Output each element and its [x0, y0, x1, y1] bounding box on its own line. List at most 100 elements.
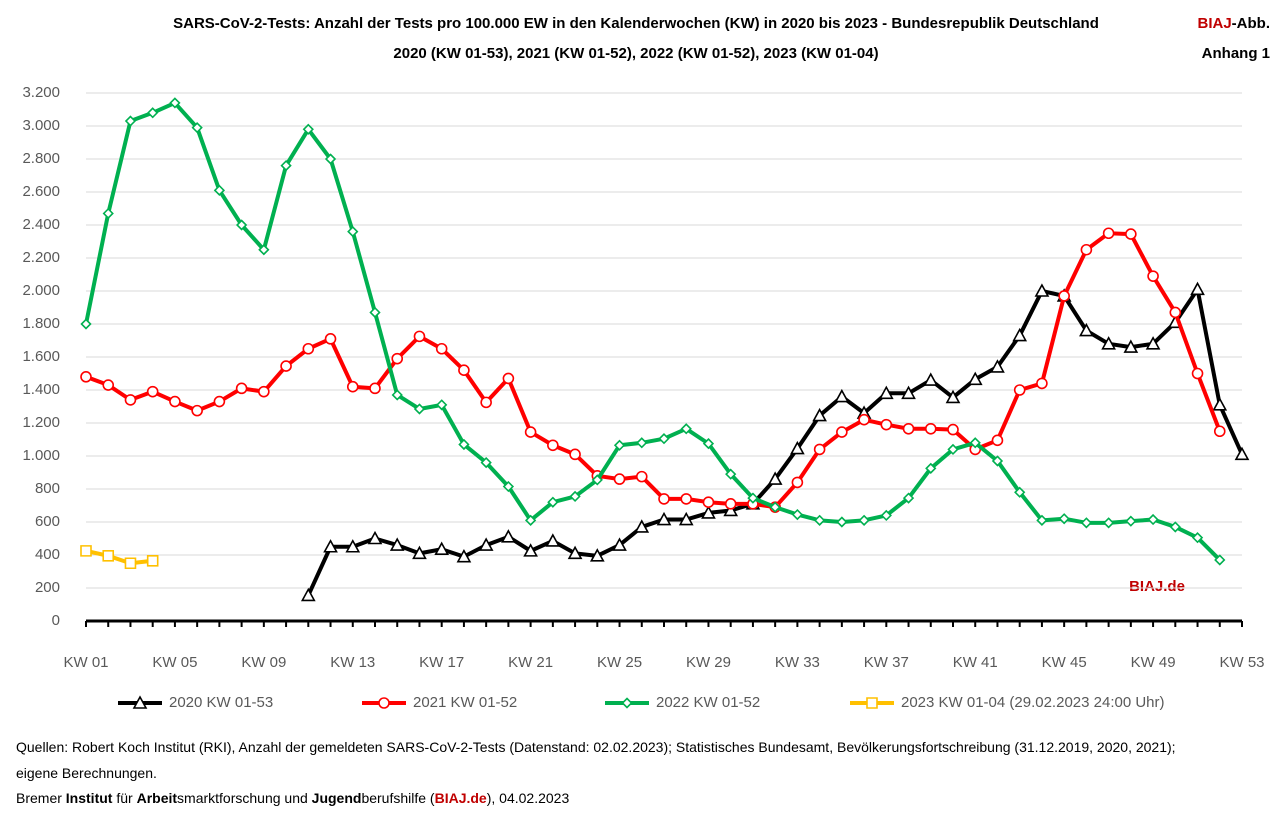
marker: [901, 385, 916, 400]
marker: [524, 514, 537, 526]
marker: [391, 389, 403, 401]
y-tick-label: 3.000: [22, 117, 60, 134]
marker: [702, 437, 715, 450]
marker: [102, 379, 115, 391]
marker: [1123, 339, 1139, 353]
marker: [235, 219, 248, 231]
credit-part: Institut: [65, 790, 113, 806]
y-tick-label: 1.800: [22, 315, 60, 332]
x-tick-label: KW 13: [330, 654, 375, 671]
marker: [391, 352, 404, 365]
marker: [124, 394, 137, 406]
marker: [412, 545, 427, 560]
marker: [836, 426, 848, 438]
chart-subtitle: 2020 (KW 01-53), 2021 (KW 01-52), 2022 (…: [393, 45, 878, 62]
marker: [1169, 306, 1182, 319]
marker: [567, 545, 583, 560]
marker: [678, 511, 694, 526]
x-tick-label: KW 29: [686, 654, 731, 671]
x-tick-label: KW 21: [508, 654, 553, 671]
x-tick-label: KW 49: [1131, 654, 1176, 671]
marker: [413, 330, 426, 343]
marker: [436, 399, 448, 411]
footer-credit: Bremer Institut für Arbeitsmarktforschun…: [16, 790, 569, 806]
y-tick-label: 800: [35, 480, 60, 497]
marker: [80, 318, 92, 330]
marker: [858, 413, 870, 426]
y-tick-label: 400: [35, 546, 60, 563]
marker: [191, 122, 203, 134]
marker: [1080, 243, 1093, 256]
marker: [701, 505, 716, 519]
marker: [834, 388, 850, 403]
legend-label: 2020 KW 01-53: [169, 694, 273, 711]
marker: [1036, 514, 1048, 526]
marker: [1190, 281, 1205, 296]
marker: [235, 382, 248, 395]
marker: [1145, 336, 1161, 350]
marker: [523, 543, 538, 557]
marker: [1058, 513, 1070, 525]
chart: SARS-CoV-2-Tests: Anzahl der Tests pro 1…: [22, 15, 1270, 711]
marker: [812, 407, 827, 422]
marker: [634, 519, 650, 533]
marker: [435, 342, 448, 355]
marker: [1191, 532, 1204, 544]
credit-part: berufshilfe (: [361, 790, 435, 806]
marker: [836, 516, 848, 528]
y-tick-label: 1.000: [22, 447, 60, 464]
credit-part: BIAJ.de: [434, 790, 487, 806]
marker: [1012, 327, 1028, 342]
y-tick-label: 2.200: [22, 249, 60, 266]
marker: [858, 514, 870, 526]
x-tick-label: KW 41: [953, 654, 998, 671]
marker: [478, 537, 494, 551]
marker: [621, 697, 633, 709]
marker: [347, 225, 359, 238]
marker: [367, 530, 383, 545]
marker: [458, 438, 470, 451]
x-tick-label: KW 05: [152, 654, 197, 671]
marker: [258, 385, 270, 398]
marker: [1101, 336, 1116, 350]
marker: [258, 244, 270, 256]
marker: [790, 440, 805, 455]
marker: [947, 423, 959, 436]
marker: [547, 439, 559, 452]
x-tick-label: KW 37: [864, 654, 909, 671]
marker: [724, 498, 737, 510]
marker: [612, 537, 627, 551]
marker: [146, 385, 159, 398]
y-tick-label: 1.600: [22, 348, 60, 365]
marker: [969, 437, 981, 449]
y-tick-label: 3.200: [22, 84, 60, 101]
x-tick-label: KW 33: [775, 654, 820, 671]
marker: [502, 372, 515, 385]
y-tick-label: 2.800: [22, 150, 60, 167]
marker: [658, 493, 670, 505]
marker: [346, 380, 359, 393]
marker: [323, 539, 338, 553]
marker: [1214, 554, 1226, 566]
marker: [702, 496, 715, 509]
marker: [1191, 367, 1204, 380]
legend-label: 2023 KW 01-04 (29.02.2023 24:00 Uhr): [901, 694, 1165, 711]
marker: [501, 529, 516, 543]
marker: [547, 496, 559, 508]
marker: [925, 462, 937, 475]
marker: [813, 514, 826, 526]
marker: [124, 115, 137, 127]
x-tick-label: KW 45: [1042, 654, 1087, 671]
marker: [878, 385, 894, 400]
watermark: BIAJ.de: [1129, 578, 1185, 595]
marker: [1212, 397, 1228, 411]
x-tick-label: KW 01: [63, 654, 108, 671]
corner-sublabel: Anhang 1: [1202, 45, 1270, 62]
corner-label-part: -Abb.: [1232, 15, 1270, 32]
y-tick-label: 1.400: [22, 381, 60, 398]
marker: [1147, 270, 1159, 282]
corner-label-part: BIAJ: [1197, 15, 1231, 32]
marker: [1080, 517, 1093, 529]
marker: [302, 123, 314, 135]
marker: [990, 359, 1005, 373]
